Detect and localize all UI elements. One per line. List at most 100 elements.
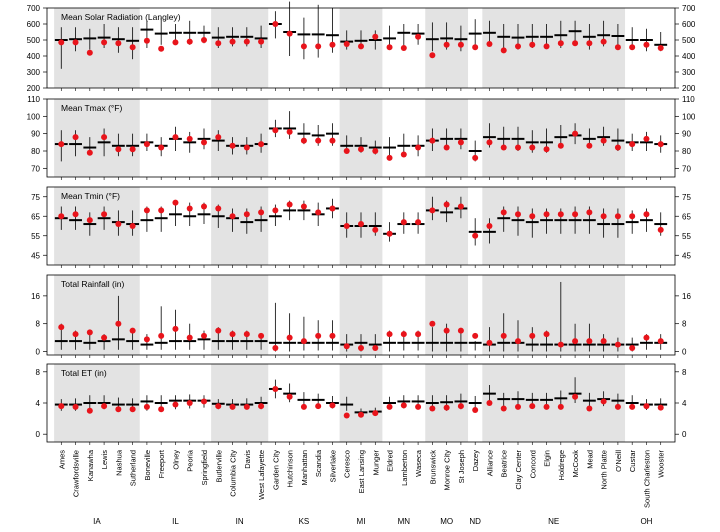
station-label: North Platte bbox=[600, 450, 609, 490]
data-point bbox=[529, 403, 536, 410]
data-point bbox=[343, 412, 350, 419]
panel-3: 45 45 55 55 65 65 75 75 Mean Tmin (°F) bbox=[31, 186, 691, 268]
station-label: Lamberton bbox=[400, 450, 409, 486]
y-tick-label-right: 90 bbox=[682, 130, 691, 139]
y-tick-label-right: 55 bbox=[682, 232, 691, 241]
data-point bbox=[643, 334, 650, 341]
data-point bbox=[143, 37, 150, 44]
data-point bbox=[486, 139, 493, 146]
data-point bbox=[229, 38, 236, 45]
data-point bbox=[358, 411, 364, 418]
data-point bbox=[415, 33, 422, 40]
data-point bbox=[386, 154, 393, 161]
y-tick-label-left: 0 bbox=[36, 430, 41, 439]
data-point bbox=[543, 403, 550, 410]
data-point bbox=[286, 334, 293, 341]
y-tick-label-right: 400 bbox=[682, 52, 696, 61]
station-label: St Joseph bbox=[457, 450, 466, 483]
y-tick-label-left: 4 bbox=[36, 399, 41, 408]
data-point bbox=[329, 205, 336, 212]
data-point bbox=[86, 407, 93, 414]
data-point bbox=[186, 334, 193, 341]
station-label: Ceresco bbox=[343, 450, 352, 478]
data-point bbox=[300, 137, 307, 144]
data-point bbox=[343, 41, 350, 47]
data-point bbox=[443, 404, 450, 411]
state-axis-labels: IA IL IN KS MI MN MO ND NE OH bbox=[93, 517, 653, 526]
data-point bbox=[101, 403, 108, 410]
data-point bbox=[372, 345, 379, 352]
data-point bbox=[272, 21, 279, 27]
station-label: Olney bbox=[171, 450, 180, 470]
data-point bbox=[600, 338, 607, 345]
data-point bbox=[329, 137, 336, 144]
data-point bbox=[429, 52, 436, 59]
data-point bbox=[229, 142, 236, 149]
data-point bbox=[315, 209, 322, 216]
data-point bbox=[172, 39, 179, 46]
panel-title: Mean Tmax (°F) bbox=[61, 103, 123, 113]
data-point bbox=[457, 327, 464, 334]
data-point bbox=[372, 226, 379, 233]
state-shade-band bbox=[211, 187, 269, 265]
data-point bbox=[472, 44, 479, 51]
y-tick-label-left: 16 bbox=[31, 292, 40, 301]
data-point bbox=[614, 144, 621, 151]
data-point bbox=[229, 213, 236, 220]
data-point bbox=[358, 43, 364, 50]
y-tick-label-right: 8 bbox=[682, 320, 687, 329]
station-label: Silverlake bbox=[328, 450, 337, 483]
data-point bbox=[629, 141, 636, 148]
data-point bbox=[386, 44, 393, 51]
data-point bbox=[572, 130, 579, 137]
data-point bbox=[58, 213, 65, 220]
y-tick-label-right: 600 bbox=[682, 20, 696, 29]
data-point bbox=[529, 213, 536, 220]
data-point bbox=[629, 403, 636, 410]
data-point bbox=[72, 39, 79, 46]
y-tick-label-left: 45 bbox=[31, 251, 40, 260]
y-tick-label-right: 0 bbox=[682, 348, 687, 357]
station-label: Munger bbox=[371, 450, 380, 476]
data-point bbox=[386, 331, 393, 338]
y-tick-label-left: 90 bbox=[31, 130, 40, 139]
data-point bbox=[72, 403, 79, 410]
station-label: Manhattan bbox=[300, 450, 309, 485]
station-label: Alliance bbox=[485, 450, 494, 476]
y-tick-label-left: 65 bbox=[31, 212, 40, 221]
data-point bbox=[614, 341, 621, 348]
data-point bbox=[557, 211, 564, 218]
data-point bbox=[143, 403, 150, 410]
state-label: IL bbox=[172, 517, 179, 526]
panel-4: 0 0 8 8 16 16 Total Rainfall (in) bbox=[31, 274, 691, 358]
panel-title: Total ET (in) bbox=[61, 368, 107, 378]
data-point bbox=[58, 141, 65, 148]
data-point bbox=[201, 398, 207, 405]
station-label: Mead bbox=[585, 450, 594, 469]
data-point bbox=[543, 211, 550, 218]
state-shade-band bbox=[54, 364, 140, 442]
state-label: ND bbox=[469, 517, 481, 526]
data-point bbox=[286, 201, 293, 208]
y-tick-label-right: 500 bbox=[682, 36, 696, 45]
station-label: Lewis bbox=[100, 450, 109, 469]
data-point bbox=[172, 134, 179, 141]
data-point bbox=[300, 338, 307, 345]
data-point bbox=[143, 336, 150, 343]
station-label: Wooster bbox=[657, 450, 666, 478]
data-point bbox=[215, 134, 222, 141]
data-point bbox=[186, 205, 193, 212]
station-label: O'Neill bbox=[614, 450, 623, 472]
data-point bbox=[243, 144, 250, 151]
station-label: Butlerville bbox=[214, 450, 223, 483]
data-point bbox=[286, 30, 293, 37]
data-point bbox=[215, 327, 222, 334]
data-point bbox=[129, 327, 136, 334]
station-label: West Lafayette bbox=[257, 450, 266, 500]
data-point bbox=[258, 332, 265, 339]
y-tick-label-right: 200 bbox=[682, 84, 696, 93]
y-tick-label-left: 700 bbox=[27, 4, 41, 13]
y-tick-label-right: 700 bbox=[682, 4, 696, 13]
state-label: IA bbox=[93, 517, 101, 526]
data-point bbox=[158, 45, 165, 52]
